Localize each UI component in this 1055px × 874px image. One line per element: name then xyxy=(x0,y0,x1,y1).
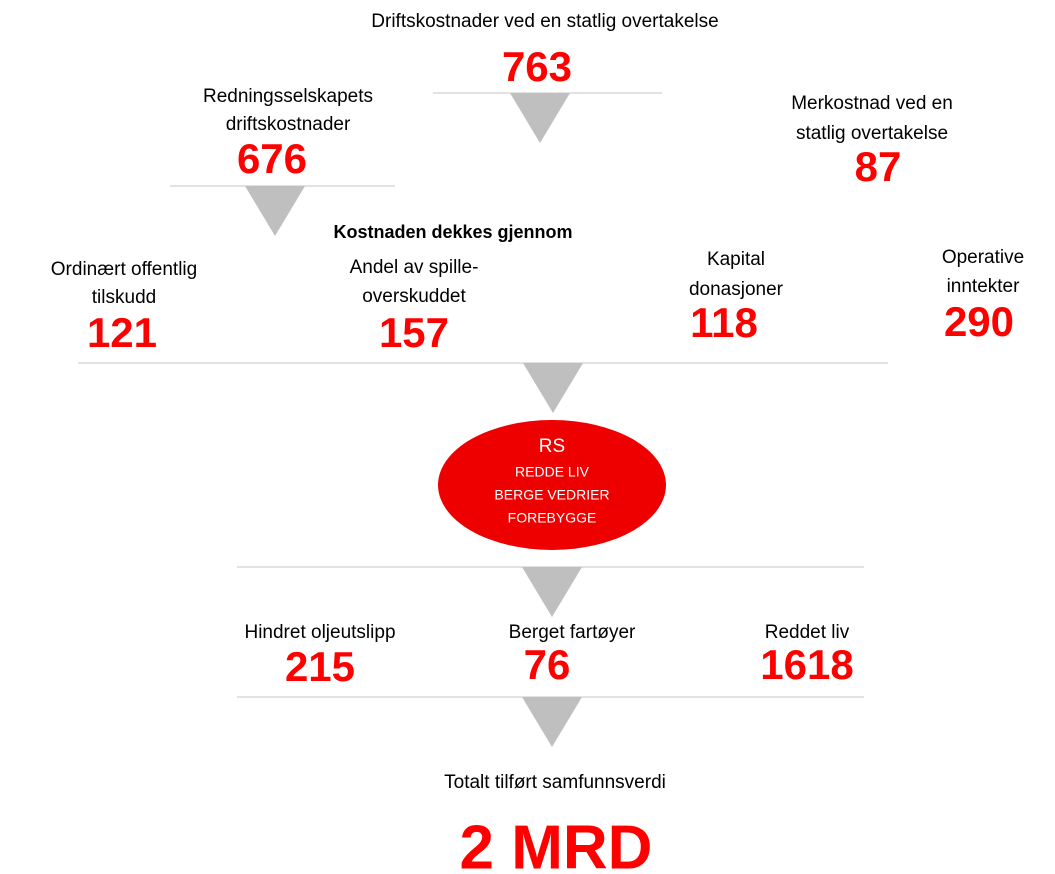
label: statlig overtakelse xyxy=(796,123,948,144)
label: overskuddet xyxy=(362,286,466,307)
label: Reddet liv xyxy=(765,622,850,643)
heading: Kostnaden dekkes gjennom xyxy=(333,222,572,242)
label: donasjoner xyxy=(689,279,784,300)
arrow xyxy=(523,363,583,413)
value: 121 xyxy=(87,309,157,356)
label: Driftskostnader ved en statlig overtakel… xyxy=(371,11,718,32)
value: 290 xyxy=(944,298,1014,345)
label: Totalt tilført samfunnsverdi xyxy=(444,772,666,793)
value: 215 xyxy=(285,643,355,690)
rs-ellipse xyxy=(438,420,666,550)
label: driftskostnader xyxy=(226,114,351,135)
total-value: 2 MRD xyxy=(460,813,653,874)
label: Redningsselskapets xyxy=(203,86,373,107)
arrow xyxy=(510,93,570,143)
arrow xyxy=(245,186,305,236)
label: Operative xyxy=(942,247,1024,268)
value: 763 xyxy=(502,43,572,90)
label: Hindret oljeutslipp xyxy=(244,622,395,643)
rs-line: REDDE LIV xyxy=(515,464,590,480)
value: 1618 xyxy=(760,641,853,688)
value: 87 xyxy=(855,143,902,190)
arrow xyxy=(522,697,582,747)
label: Merkostnad ved en xyxy=(791,93,953,114)
value: 118 xyxy=(690,299,758,346)
rs-line: FOREBYGGE xyxy=(508,510,597,526)
label: Andel av spille- xyxy=(350,257,479,278)
label: tilskudd xyxy=(92,287,156,308)
value: 76 xyxy=(524,641,571,688)
arrow xyxy=(522,567,582,617)
rs-title: RS xyxy=(539,436,565,457)
value: 157 xyxy=(379,309,449,356)
value: 676 xyxy=(237,135,307,182)
label: inntekter xyxy=(947,276,1021,297)
label: Ordinært offentlig xyxy=(51,259,197,280)
rs-line: BERGE VEDRIER xyxy=(494,487,609,503)
label: Kapital xyxy=(707,249,765,270)
label: Berget fartøyer xyxy=(509,622,636,643)
